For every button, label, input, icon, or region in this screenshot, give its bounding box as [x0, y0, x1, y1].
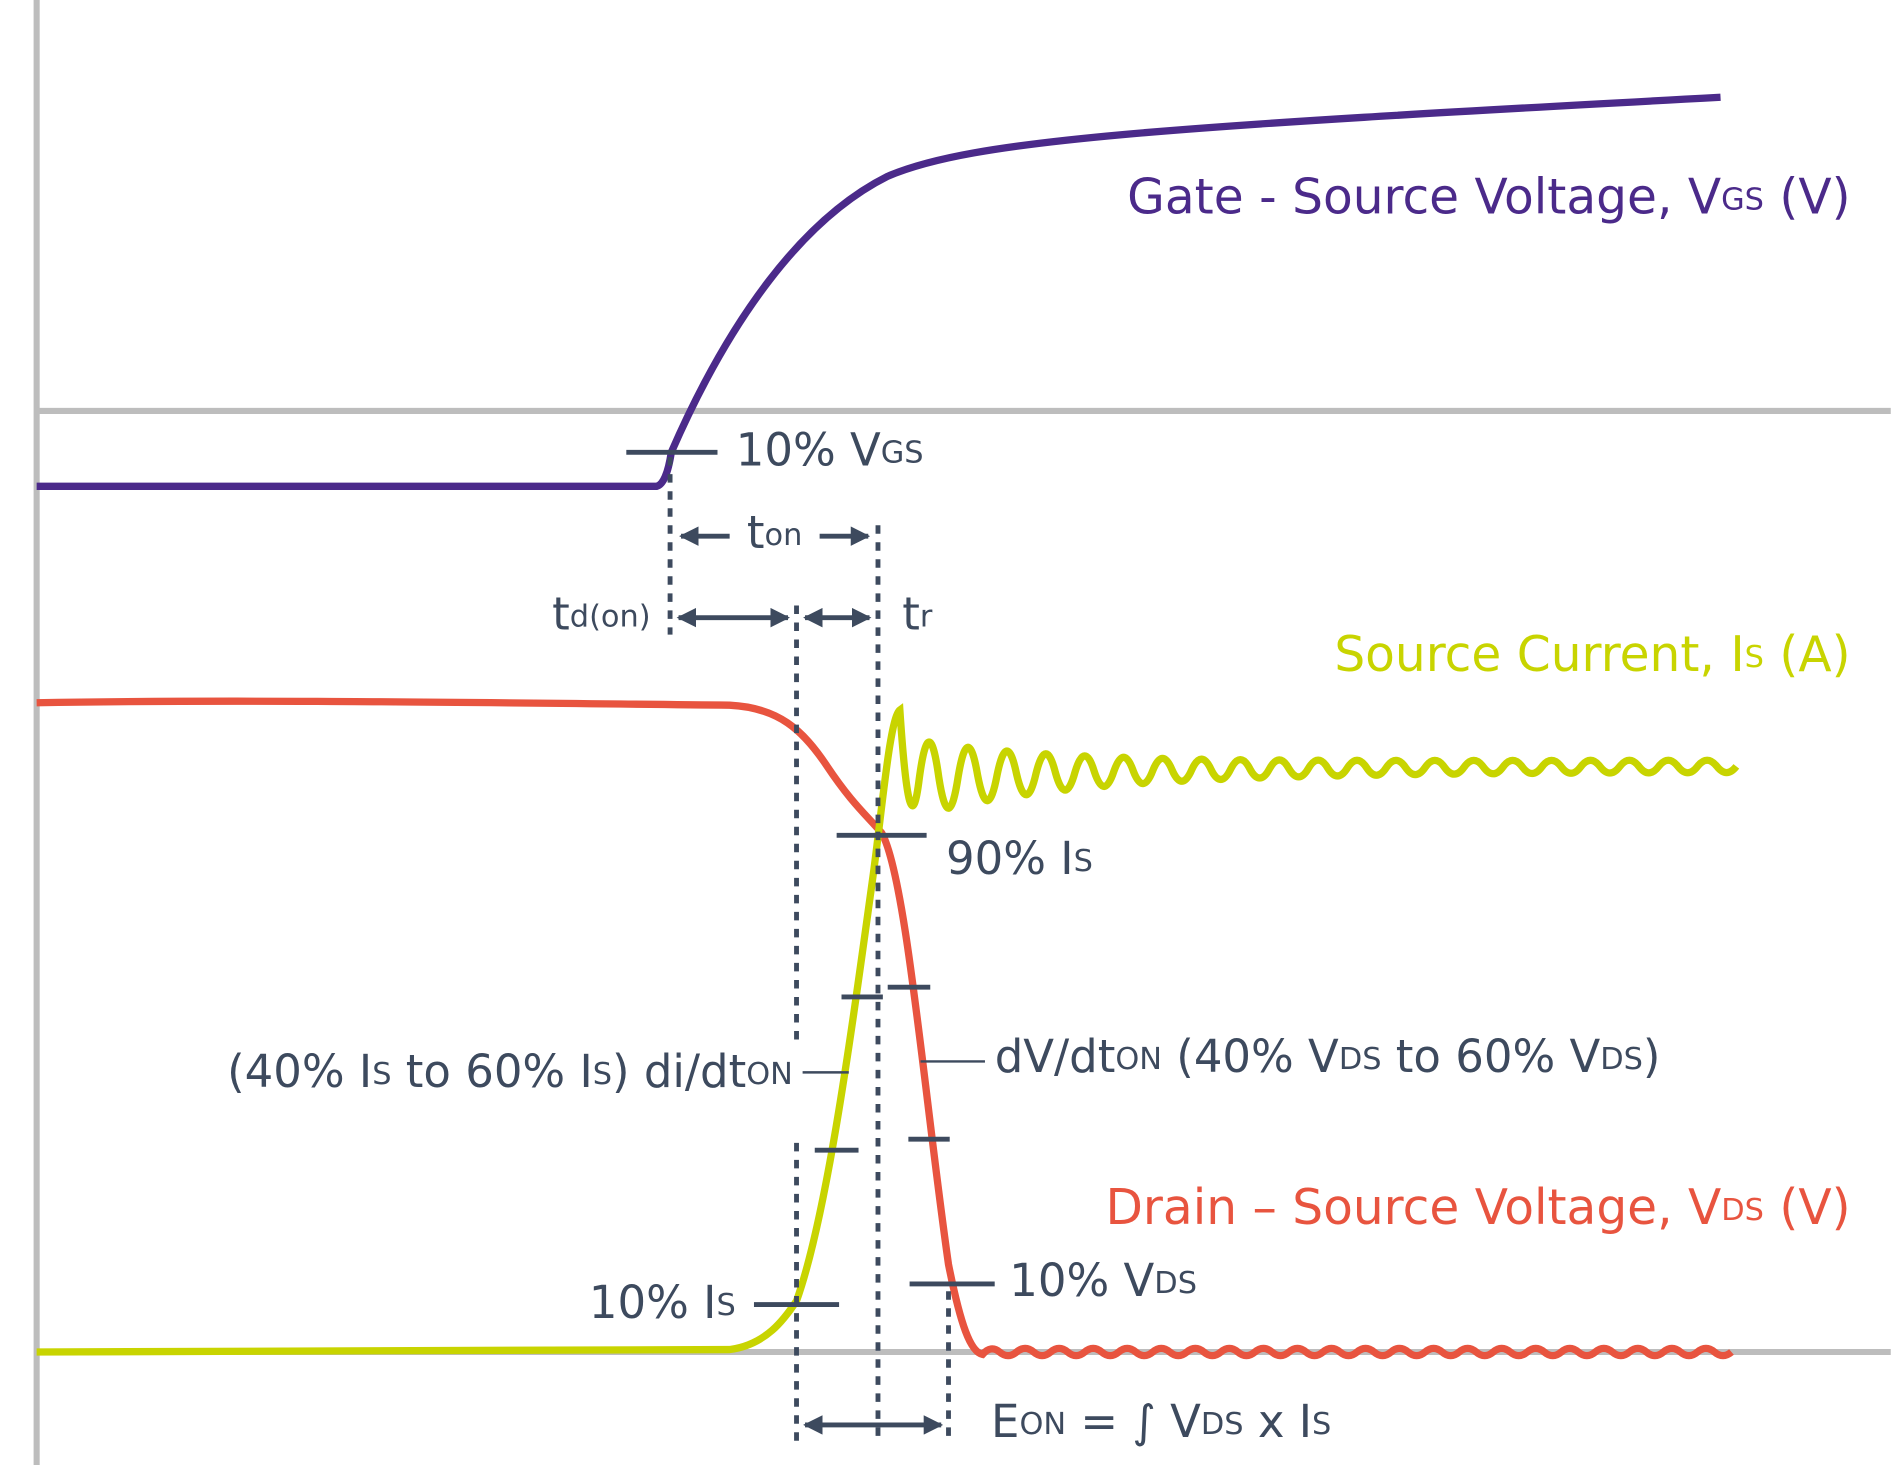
subscript: S: [372, 1056, 391, 1091]
label-text: E: [991, 1395, 1019, 1448]
subscript: S: [1745, 639, 1764, 674]
label-text: t: [902, 588, 920, 641]
label-text: (40% V: [1162, 1030, 1339, 1083]
t-d-on-label: td(on): [552, 588, 650, 641]
level-ticks: [626, 449, 995, 1308]
gate-voltage-label: Gate - Source Voltage, VGS (V): [1127, 170, 1850, 226]
label-text: to 60% V: [1382, 1030, 1601, 1083]
label-text: Drain – Source Voltage, V: [1105, 1180, 1721, 1236]
subscript: d(on): [570, 599, 651, 634]
di-dt-label: (40% IS to 60% IS) di/dtON: [227, 1045, 793, 1098]
dv-dt-label: dV/dtON (40% VDS to 60% VDS): [995, 1030, 1661, 1083]
subscript: ON: [1019, 1406, 1066, 1441]
source-current-label: Source Current, IS (A): [1334, 627, 1850, 683]
label-text: 90% I: [946, 832, 1074, 885]
subscript: S: [593, 1056, 612, 1091]
subscript: DS: [1201, 1406, 1244, 1441]
label-text: Source Current, I: [1334, 627, 1744, 683]
label-text: dV/dt: [995, 1030, 1116, 1083]
label-text: (V): [1764, 170, 1851, 226]
label-text: (A): [1764, 627, 1851, 683]
label-text: t: [552, 588, 570, 641]
subscript: S: [716, 1287, 735, 1322]
is-10-label: 10% IS: [589, 1276, 736, 1329]
label-text: 10% V: [1009, 1254, 1154, 1307]
subscript: DS: [1600, 1042, 1643, 1077]
label-text: 10% V: [736, 423, 881, 476]
vgs-10-label: 10% VGS: [736, 423, 924, 476]
label-text: x I: [1244, 1395, 1312, 1448]
subscript: ON: [1115, 1042, 1162, 1077]
label-text: ) di/dt: [612, 1045, 746, 1098]
label-text: = ∫ V: [1066, 1395, 1201, 1448]
subscript: S: [1312, 1406, 1331, 1441]
label-text: to 60% I: [391, 1045, 592, 1098]
arrows: [676, 526, 944, 1435]
subscript: S: [1074, 844, 1093, 879]
label-text: (40% I: [227, 1045, 372, 1098]
label-text: 10% I: [589, 1276, 717, 1329]
label-text: (V): [1764, 1180, 1851, 1236]
is-90-label: 90% IS: [946, 832, 1093, 885]
subscript: ON: [746, 1056, 793, 1091]
subscript: GS: [881, 435, 924, 470]
subscript: GS: [1721, 182, 1764, 217]
subscript: on: [765, 518, 803, 553]
label-text: t: [747, 506, 765, 559]
source-current-curve: [36, 703, 1740, 1356]
e-on-label: EON = ∫ VDS x IS: [991, 1395, 1331, 1448]
dotted-guides: [667, 457, 951, 1441]
t-on-label: ton: [747, 506, 802, 559]
label-text: Gate - Source Voltage, V: [1127, 170, 1721, 226]
subscript: r: [920, 599, 933, 634]
subscript: DS: [1721, 1192, 1764, 1227]
subscript: DS: [1339, 1042, 1382, 1077]
drain-voltage-label: Drain – Source Voltage, VDS (V): [1105, 1180, 1850, 1236]
label-text: ): [1643, 1030, 1661, 1083]
t-r-label: tr: [902, 588, 933, 641]
drain-voltage-curve: [36, 697, 1734, 1360]
vds-10-label: 10% VDS: [1009, 1254, 1197, 1307]
subscript: DS: [1154, 1265, 1197, 1300]
